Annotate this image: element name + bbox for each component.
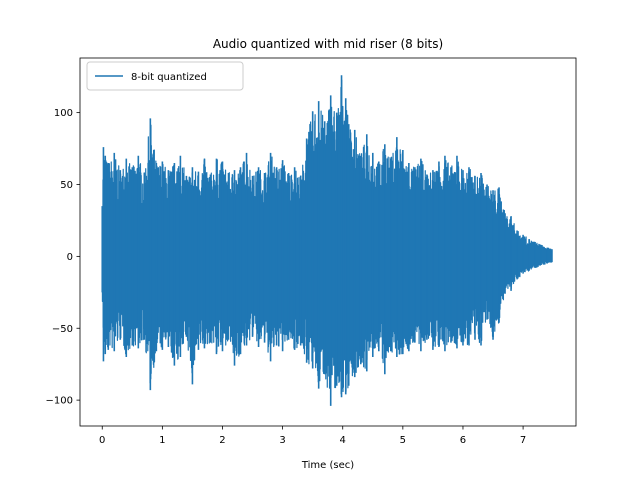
x-tick-label: 5 bbox=[400, 435, 406, 446]
x-tick-label: 3 bbox=[279, 435, 285, 446]
x-axis-label: Time (sec) bbox=[301, 460, 354, 471]
plot-area bbox=[101, 75, 553, 406]
y-tick-label: −50 bbox=[52, 324, 73, 335]
x-tick-label: 2 bbox=[219, 435, 225, 446]
x-tick-label: 7 bbox=[520, 435, 526, 446]
x-tick-label: 4 bbox=[340, 435, 346, 446]
y-tick-label: −100 bbox=[46, 396, 73, 407]
chart-title: Audio quantized with mid riser (8 bits) bbox=[213, 37, 443, 51]
series-line-8-bit-quantized bbox=[101, 79, 553, 395]
axes-frame bbox=[79, 57, 577, 427]
x-tick-label: 0 bbox=[99, 435, 105, 446]
legend: 8-bit quantized bbox=[86, 61, 244, 91]
axes: 0 1 2 3 4 5 6 7 −100 −50 0 50 100 bbox=[46, 57, 577, 446]
legend-frame bbox=[86, 61, 244, 91]
x-tick-label: 1 bbox=[159, 435, 165, 446]
y-tick-label: 50 bbox=[60, 180, 73, 191]
legend-label: 8-bit quantized bbox=[131, 72, 207, 83]
y-tick-label: 0 bbox=[67, 252, 73, 263]
x-tick-label: 6 bbox=[460, 435, 466, 446]
y-tick-label: 100 bbox=[54, 108, 73, 119]
